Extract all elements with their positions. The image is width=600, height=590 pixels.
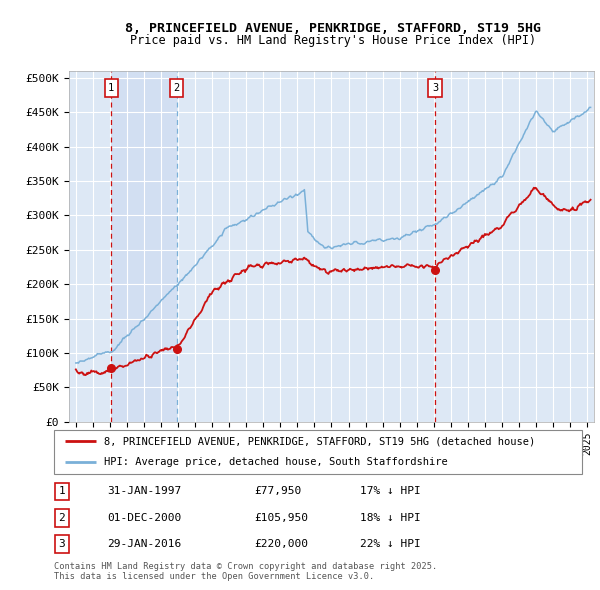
Text: 01-DEC-2000: 01-DEC-2000 [107, 513, 181, 523]
Text: £220,000: £220,000 [254, 539, 308, 549]
Text: 31-JAN-1997: 31-JAN-1997 [107, 486, 181, 496]
Bar [111, 71, 177, 422]
Text: 22% ↓ HPI: 22% ↓ HPI [360, 539, 421, 549]
FancyBboxPatch shape [54, 430, 582, 474]
Text: Contains HM Land Registry data © Crown copyright and database right 2025.
This d: Contains HM Land Registry data © Crown c… [54, 562, 437, 581]
Text: 3: 3 [432, 83, 438, 93]
Text: £77,950: £77,950 [254, 486, 302, 496]
Text: £105,950: £105,950 [254, 513, 308, 523]
Text: 1: 1 [59, 486, 65, 496]
Text: 1: 1 [108, 83, 115, 93]
Text: 2: 2 [173, 83, 180, 93]
Text: 17% ↓ HPI: 17% ↓ HPI [360, 486, 421, 496]
Text: 8, PRINCEFIELD AVENUE, PENKRIDGE, STAFFORD, ST19 5HG: 8, PRINCEFIELD AVENUE, PENKRIDGE, STAFFO… [125, 22, 541, 35]
Text: 8, PRINCEFIELD AVENUE, PENKRIDGE, STAFFORD, ST19 5HG (detached house): 8, PRINCEFIELD AVENUE, PENKRIDGE, STAFFO… [104, 437, 535, 447]
Text: 3: 3 [59, 539, 65, 549]
Text: 2: 2 [59, 513, 65, 523]
Text: 18% ↓ HPI: 18% ↓ HPI [360, 513, 421, 523]
Text: 29-JAN-2016: 29-JAN-2016 [107, 539, 181, 549]
Text: HPI: Average price, detached house, South Staffordshire: HPI: Average price, detached house, Sout… [104, 457, 448, 467]
Text: Price paid vs. HM Land Registry's House Price Index (HPI): Price paid vs. HM Land Registry's House … [130, 34, 536, 47]
